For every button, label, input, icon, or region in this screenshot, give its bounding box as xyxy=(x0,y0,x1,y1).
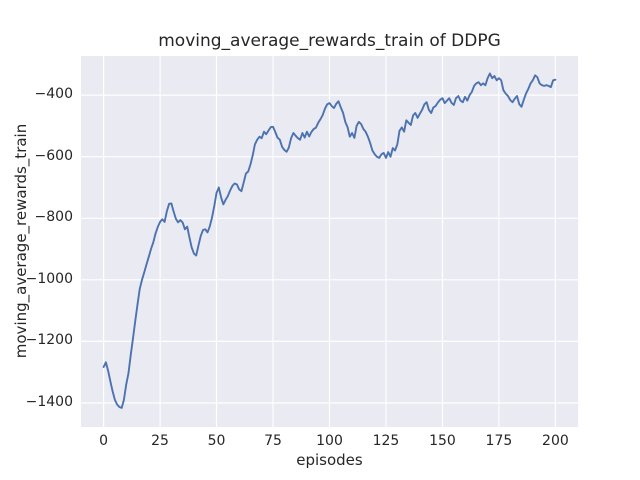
x-tick-label: 175 xyxy=(485,433,513,449)
x-tick-label: 25 xyxy=(151,433,169,449)
x-tick-label: 150 xyxy=(429,433,456,449)
y-tick-label: −1000 xyxy=(25,270,73,287)
y-axis-label: moving_average_rewards_train xyxy=(12,123,30,359)
y-tick-label: −1200 xyxy=(25,332,73,349)
x-tick-label: 200 xyxy=(542,433,569,449)
y-tick-label: −400 xyxy=(34,86,73,103)
x-tick-label: 75 xyxy=(264,433,282,449)
x-tick-label: 0 xyxy=(99,433,109,449)
x-tick-label: 50 xyxy=(207,433,226,449)
y-tick-label: −1400 xyxy=(25,393,73,410)
plot-area xyxy=(81,56,578,427)
series-line xyxy=(102,72,557,409)
x-tick-label: 125 xyxy=(372,433,400,449)
x-axis-label: episodes xyxy=(296,451,363,469)
line-chart-svg xyxy=(81,56,578,427)
chart-title: moving_average_rewards_train of DDPG xyxy=(158,31,501,51)
y-tick-label: −600 xyxy=(34,147,73,164)
x-tick-label: 100 xyxy=(316,433,343,449)
y-tick-label: −800 xyxy=(34,209,73,226)
